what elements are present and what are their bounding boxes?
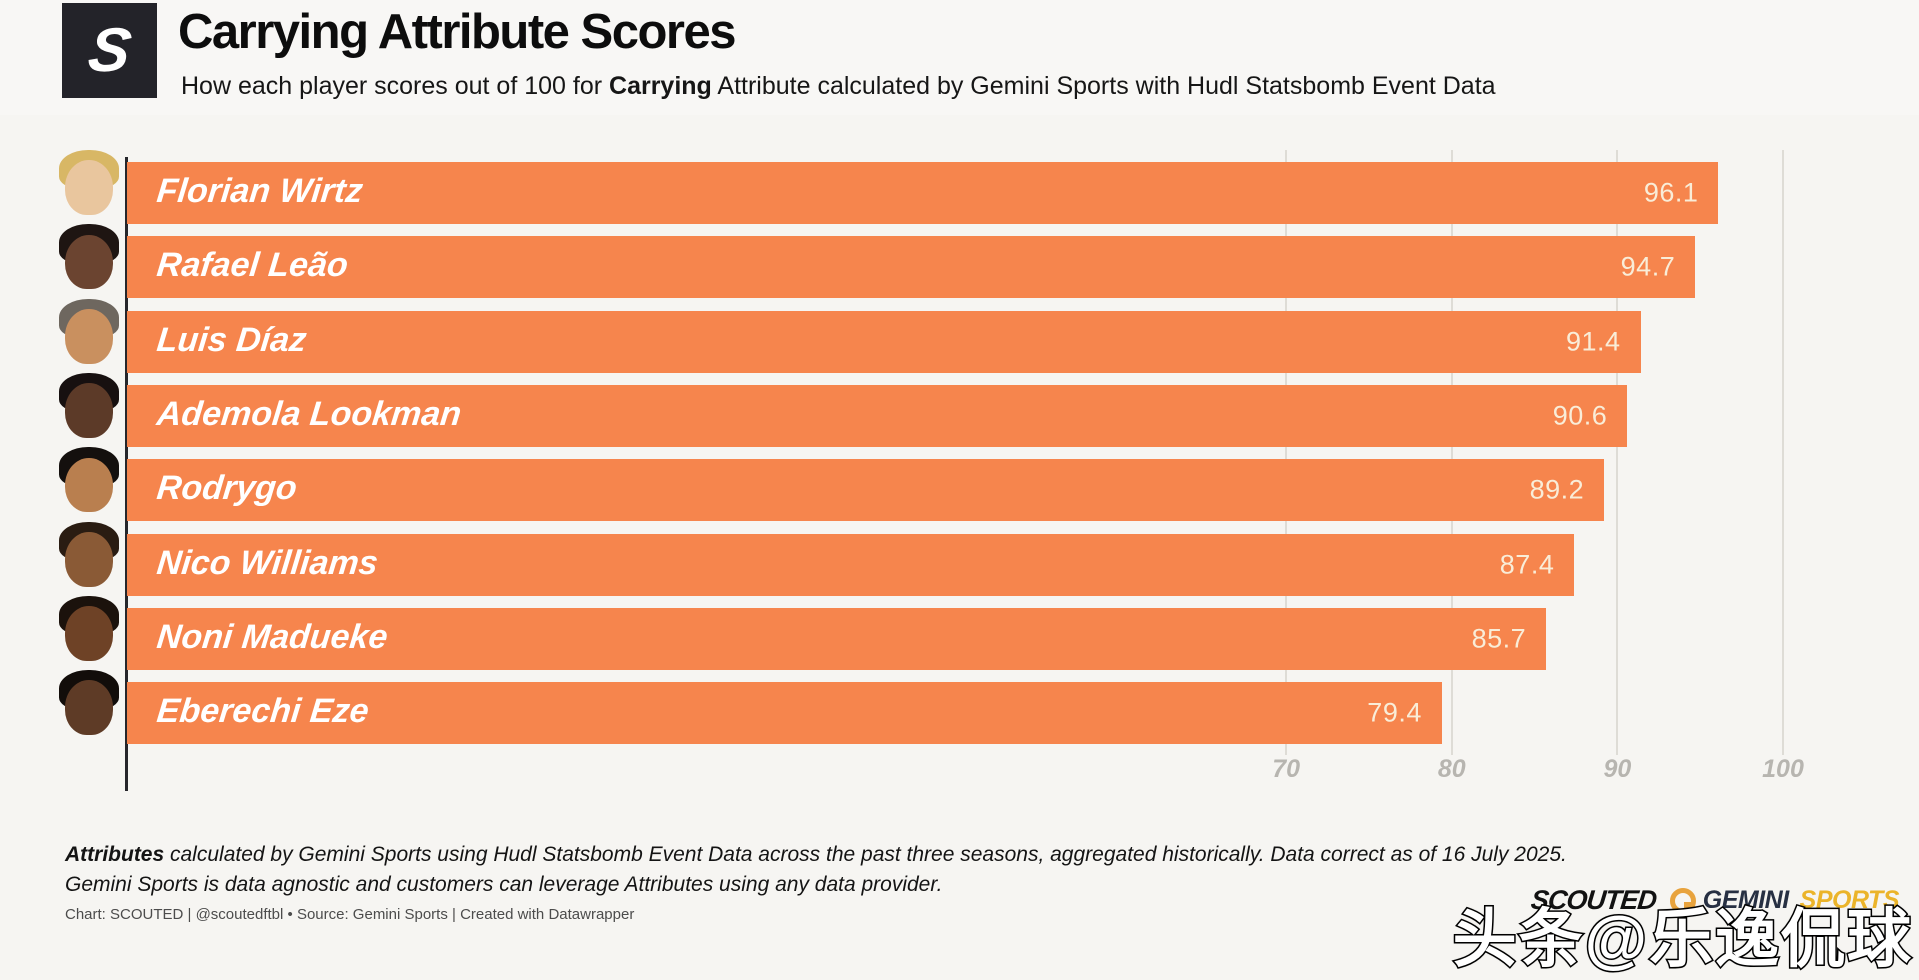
avatar-face [65, 383, 113, 438]
score-bar[interactable]: Florian Wirtz 96.1 [127, 162, 1719, 224]
player-name-label: Luis Díaz [155, 320, 309, 359]
player-name-label: Rafael Leão [155, 246, 350, 285]
player-name-label: Eberechi Eze [155, 692, 371, 731]
page-subtitle: How each player scores out of 100 for Ca… [181, 72, 1496, 101]
y-axis-baseline [125, 157, 128, 791]
footnote-bold-word: Attributes [65, 843, 165, 866]
bar-chart: Florian Wirtz 96.1 Rafael Leão 94.7 Luis… [0, 115, 1919, 805]
scouted-logo-icon: S [62, 3, 157, 98]
footnote: Attributes calculated by Gemini Sports u… [65, 840, 1567, 900]
player-photo-nico-williams [53, 521, 125, 596]
player-name-label: Rodrygo [155, 469, 299, 508]
gridline-80 [1450, 150, 1453, 755]
score-value-label: 87.4 [1499, 549, 1555, 579]
score-bar[interactable]: Luis Díaz 91.4 [127, 310, 1641, 373]
player-name-label: Noni Madueke [155, 617, 390, 656]
scouted-s-glyph: S [84, 15, 136, 85]
sports-wordmark: SPORTS [1799, 886, 1900, 914]
watermark-text: 头条@乐逸侃球 [1451, 902, 1913, 977]
avatar-face [65, 308, 113, 364]
score-value-label: 79.4 [1367, 697, 1422, 728]
avatar-face [65, 531, 113, 587]
score-bar[interactable]: Eberechi Eze 79.4 [127, 682, 1442, 745]
player-name-label: Ademola Lookman [155, 394, 464, 433]
subtitle-bold-word: Carrying [609, 72, 712, 100]
gridline-90 [1616, 150, 1619, 755]
player-photo-florian-wirtz [53, 150, 125, 224]
avatar-face [65, 606, 113, 661]
score-value-label: 85.7 [1471, 623, 1527, 654]
score-bar[interactable]: Ademola Lookman 90.6 [127, 384, 1628, 447]
avatar-face [65, 680, 113, 736]
credit-line: Chart: SCOUTED | @scoutedftbl • Source: … [65, 906, 635, 923]
score-value-label: 96.1 [1643, 177, 1699, 208]
page-title: Carrying Attribute Scores [178, 5, 736, 59]
gemini-sports-logo: GEMINI SPORTS [1669, 886, 1900, 915]
brand-logos: SCOUTED GEMINI SPORTS [1529, 885, 1900, 916]
header: S Carrying Attribute Scores How each pla… [0, 0, 1919, 115]
avatar-face [65, 457, 113, 513]
score-value-label: 89.2 [1529, 474, 1585, 505]
player-name-label: Florian Wirtz [155, 171, 365, 210]
score-value-label: 90.6 [1552, 400, 1608, 431]
gridline-100 [1782, 150, 1784, 755]
player-photo-rafael-le-o [53, 224, 125, 298]
x-tick-label-100: 100 [1762, 755, 1804, 783]
avatar-face [65, 160, 113, 216]
player-photo-eberechi-eze [53, 670, 125, 744]
footnote-line1-rest: calculated by Gemini Sports using Hudl S… [164, 843, 1567, 866]
player-photo-luis-d-az [53, 298, 125, 373]
score-value-label: 91.4 [1566, 326, 1621, 357]
gridline-70 [1285, 150, 1288, 755]
gemini-wordmark: GEMINI [1702, 886, 1789, 914]
footnote-line2: Gemini Sports is data agnostic and custo… [65, 873, 943, 896]
player-photo-ademola-lookman [53, 372, 125, 447]
subtitle-suffix: Attribute calculated by Gemini Sports wi… [711, 72, 1496, 100]
footnote-line1: Attributes calculated by Gemini Sports u… [65, 840, 1567, 870]
x-tick-label-80: 80 [1437, 755, 1466, 783]
player-name-label: Nico Williams [155, 543, 380, 582]
avatar-face [65, 234, 113, 290]
score-bar[interactable]: Nico Williams 87.4 [127, 533, 1575, 596]
score-bar[interactable]: Rafael Leão 94.7 [127, 236, 1696, 299]
score-bar[interactable]: Rodrygo 89.2 [127, 459, 1605, 522]
gemini-g-icon [1669, 887, 1696, 914]
x-tick-label-70: 70 [1272, 755, 1301, 783]
subtitle-prefix: How each player scores out of 100 for [181, 72, 610, 100]
score-value-label: 94.7 [1620, 251, 1676, 282]
player-photo-noni-madueke [53, 595, 125, 670]
x-tick-label-90: 90 [1603, 755, 1632, 783]
player-photo-rodrygo [53, 447, 125, 521]
score-bar[interactable]: Noni Madueke 85.7 [127, 607, 1547, 670]
